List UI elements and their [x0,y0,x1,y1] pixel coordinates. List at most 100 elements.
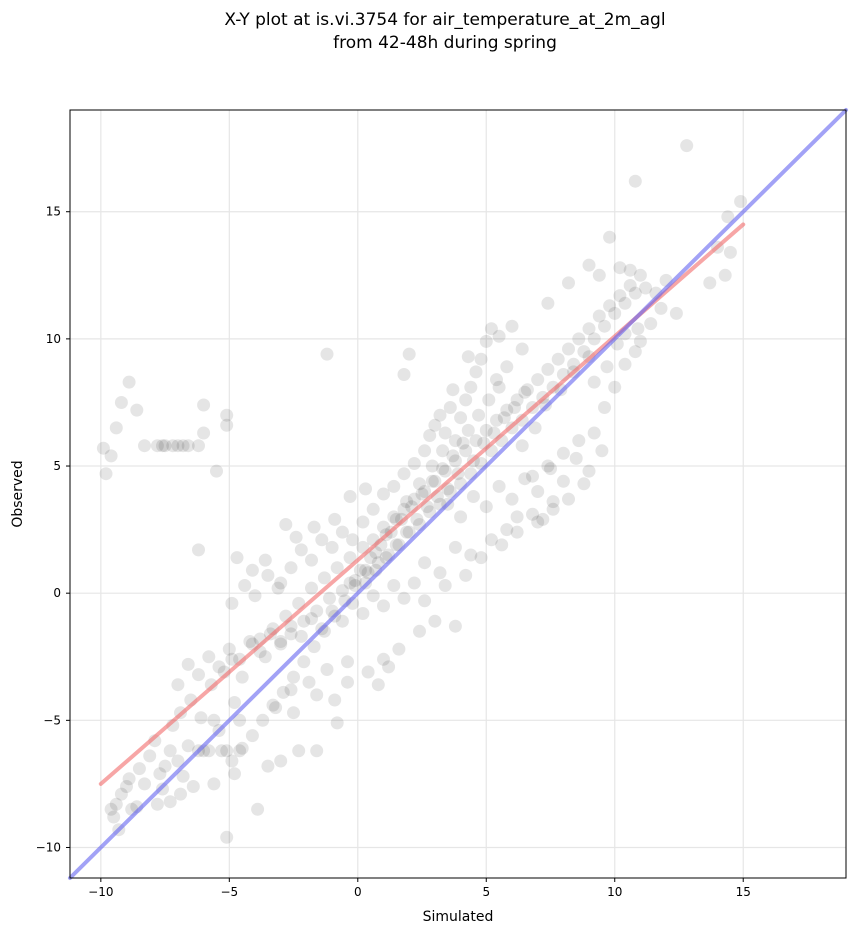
scatter-point [235,741,249,755]
scatter-point [366,589,380,603]
scatter-point [415,487,429,501]
scatter-point [287,670,300,684]
scatter-point [284,683,298,697]
scatter-point [654,301,668,315]
scatter-point [577,477,591,491]
scatter-point [171,678,185,692]
scatter-point [302,675,316,689]
scatter-point [176,769,190,783]
scatter-point [541,362,555,376]
scatter-point [269,701,283,715]
scatter-point [150,439,164,453]
scatter-point [245,729,259,743]
scatter-point [122,375,136,389]
scatter-point [500,523,514,537]
scatter-point [171,439,185,453]
scatter-point [633,334,647,348]
scatter-point [410,512,424,526]
scatter-point [315,533,329,547]
scatter-point [492,329,506,343]
scatter-point [310,688,324,702]
scatter-point [297,655,311,669]
scatter-point [595,444,609,458]
scatter-point [598,401,611,414]
scatter-point [562,342,575,356]
scatter-point [639,281,653,295]
scatter-point [515,439,529,453]
scatter-point [307,520,321,534]
scatter-point [256,713,270,727]
scatter-point [531,485,545,498]
scatter-point [613,261,627,275]
scatter-point [603,299,617,313]
scatter-point [448,434,462,448]
scatter-point [320,347,334,361]
scatter-point [343,576,357,590]
plot-frame [69,109,847,879]
scatter-point [466,490,480,503]
scatter-point [556,446,570,460]
scatter-point [215,744,229,758]
scatter-point [305,612,318,626]
scatter-point [348,579,362,592]
x-tick-label: 5 [482,885,490,899]
scatter-point [186,780,200,793]
scatter-point [266,698,280,712]
scatter-point [197,398,211,412]
chart-title-line-2: from 42-48h during spring [333,33,557,53]
scatter-point [335,525,349,539]
y-tick-label: −5 [43,713,61,727]
scatter-point [138,439,151,453]
scatter-point [143,749,157,763]
scatter-point [479,334,493,348]
scatter-point [400,525,414,539]
scatter-point [194,711,208,725]
scatter-point [274,754,288,768]
scatter-point [397,502,411,516]
scatter-point [305,581,318,595]
scatter-point [413,477,426,491]
scatter-point [361,566,375,580]
scatter-point [132,762,146,776]
scatter-point [413,624,426,638]
scatter-point [500,403,514,417]
scatter-point [397,467,411,481]
scatter-point [541,296,555,310]
scatter-point [294,543,308,557]
scatter-point [459,444,473,458]
scatter-point [276,685,290,699]
scatter-point [107,810,121,824]
scatter-point [310,604,324,618]
scatter-point [212,660,226,674]
scatter-point [150,797,164,811]
scatter-point [284,627,298,641]
scatter-point [623,263,637,277]
scatter-point [479,500,493,514]
scatter-point [274,576,288,590]
scatter-point [474,352,488,366]
scatter-point [202,650,216,664]
scatter-point [438,426,452,440]
scatter-point [335,614,349,628]
scatter-point [407,576,421,590]
scatter-point [258,553,272,567]
scatter-point [484,322,498,336]
scatter-point [459,393,473,407]
scatter-point [490,373,503,387]
scatter-point [307,640,321,654]
scatter-point [508,401,521,414]
scatter-point [163,744,177,758]
scatter-point [436,444,450,458]
scatter-point [171,754,185,768]
scatter-point [235,670,249,684]
scatter-point [618,357,632,371]
scatter-point [228,696,241,709]
scatter-point [122,772,136,786]
scatter-point [598,319,611,333]
scatter-point [166,439,180,453]
scatter-point [461,350,475,364]
scatter-point [387,479,401,493]
scatter-point [418,594,432,608]
scatter-point [418,444,432,458]
scatter-point [220,408,234,422]
